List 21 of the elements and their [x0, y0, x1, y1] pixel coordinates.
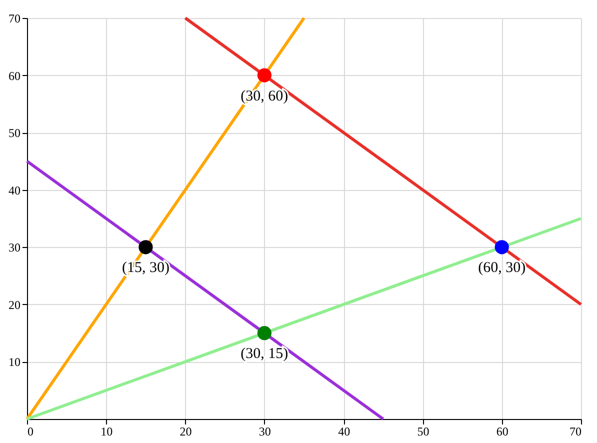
y-tick-label: 40 [8, 183, 20, 198]
x-tick-label: 70 [570, 424, 582, 438]
point [138, 240, 153, 254]
x-tick-label: 0 [28, 424, 34, 438]
y-tick-label: 20 [8, 298, 20, 312]
x-tick-label: 10 [100, 424, 113, 438]
y-tick-label: 70 [8, 12, 20, 26]
annotation: (60, 30) [478, 260, 526, 276]
point [257, 68, 272, 82]
x-tick-label: 40 [338, 424, 350, 438]
x-tick-label: 50 [417, 424, 430, 438]
annotation: (30, 15) [240, 346, 288, 362]
point [494, 240, 509, 254]
x-tick-label: 20 [180, 424, 192, 438]
y-tick-label: 60 [8, 68, 20, 83]
x-tick-label: 30 [258, 424, 271, 438]
y-tick-label: 10 [8, 355, 20, 370]
point [257, 326, 272, 340]
x-tick-label: 60 [496, 424, 508, 438]
y-tick-label: 50 [8, 126, 20, 140]
y-tick-label: 30 [8, 240, 20, 255]
